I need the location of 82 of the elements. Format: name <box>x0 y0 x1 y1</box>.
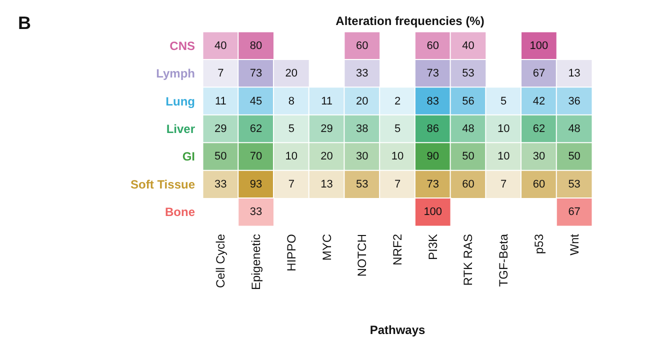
data-label: 40 <box>214 40 227 52</box>
data-label: 20 <box>320 150 333 163</box>
x-tick-label: RTK RAS <box>461 234 476 286</box>
data-label: 70 <box>250 150 262 163</box>
data-label: 93 <box>250 178 262 190</box>
chart-title: Alteration frequencies (%) <box>336 14 484 28</box>
data-label: 33 <box>250 206 262 218</box>
data-label: 29 <box>214 123 227 135</box>
data-label: 38 <box>356 123 368 135</box>
data-label: 45 <box>250 95 262 108</box>
data-label: 48 <box>568 123 580 135</box>
data-label: 10 <box>285 150 298 163</box>
x-tick-label: NRF2 <box>390 234 404 266</box>
data-label: 10 <box>497 150 510 163</box>
data-label: 33 <box>356 68 368 80</box>
data-label: 56 <box>462 95 474 108</box>
y-tick-label: CNS <box>170 38 195 53</box>
x-tick-label: HIPPO <box>284 234 298 272</box>
data-label: 29 <box>320 123 333 135</box>
x-tick-label: Wnt <box>567 233 582 256</box>
y-tick-label: Liver <box>166 122 196 136</box>
data-label: 5 <box>394 123 401 135</box>
data-label: 62 <box>532 123 546 135</box>
x-tick-label: NOTCH <box>355 234 370 277</box>
data-label: 20 <box>356 95 368 108</box>
x-tick-label: Cell Cycle <box>214 234 228 288</box>
data-label: 50 <box>462 150 474 163</box>
data-label: 67 <box>532 68 546 80</box>
data-label: 20 <box>285 68 298 80</box>
data-label: 10 <box>391 150 404 163</box>
data-label: 53 <box>462 68 474 80</box>
data-label: 83 <box>426 95 439 108</box>
data-label: 80 <box>250 40 262 52</box>
x-tick-label: TGF-Beta <box>496 234 511 287</box>
data-label: 73 <box>426 68 439 80</box>
data-label: 7 <box>218 68 224 80</box>
y-tick-label: Bone <box>165 205 196 220</box>
data-label: 11 <box>321 95 332 108</box>
data-label: 86 <box>426 123 439 135</box>
data-label: 7 <box>500 178 507 190</box>
y-tick-label: Soft Tissue <box>130 177 196 192</box>
text: B <box>18 13 31 33</box>
data-label: 13 <box>320 178 333 190</box>
data-label: 53 <box>568 178 580 190</box>
data-label: 100 <box>530 40 548 52</box>
data-label: 53 <box>356 178 368 190</box>
data-label: 13 <box>568 68 580 80</box>
data-label: 50 <box>568 150 580 163</box>
data-label: 8 <box>288 95 294 108</box>
x-tick-label: Epigenetic <box>249 234 264 290</box>
data-label: 7 <box>394 178 401 190</box>
data-label: 73 <box>250 68 262 80</box>
data-label: 62 <box>250 123 262 135</box>
data-label: 42 <box>532 95 546 108</box>
data-label: 73 <box>426 178 439 190</box>
x-tick-label: p53 <box>532 234 546 254</box>
x-axis-title: Pathways <box>370 323 426 337</box>
data-label: 60 <box>462 178 474 190</box>
data-label: 5 <box>288 123 294 135</box>
x-tick-label: MYC <box>320 234 334 261</box>
data-label: 30 <box>356 150 368 163</box>
y-tick-label: GI <box>182 150 195 164</box>
data-label: 11 <box>214 95 226 108</box>
data-label: 7 <box>288 178 294 190</box>
y-tick-label: Lung <box>166 94 195 108</box>
y-tick-label: Lymph <box>156 66 195 81</box>
data-label: 40 <box>462 40 474 52</box>
data-label: 2 <box>394 95 401 108</box>
data-label: 60 <box>426 40 439 52</box>
data-label: 90 <box>426 150 439 163</box>
data-label: 67 <box>568 206 580 218</box>
data-label: 48 <box>462 123 474 135</box>
data-label: 33 <box>214 178 227 190</box>
data-label: 60 <box>356 40 368 52</box>
data-label: 50 <box>214 150 227 163</box>
data-label: 10 <box>497 123 510 135</box>
data-label: 30 <box>532 150 546 163</box>
x-tick-label: PI3K <box>426 234 440 260</box>
data-label: 36 <box>568 95 580 108</box>
data-label: 100 <box>424 206 442 218</box>
data-label: 60 <box>532 178 546 190</box>
data-label: 5 <box>500 95 507 108</box>
